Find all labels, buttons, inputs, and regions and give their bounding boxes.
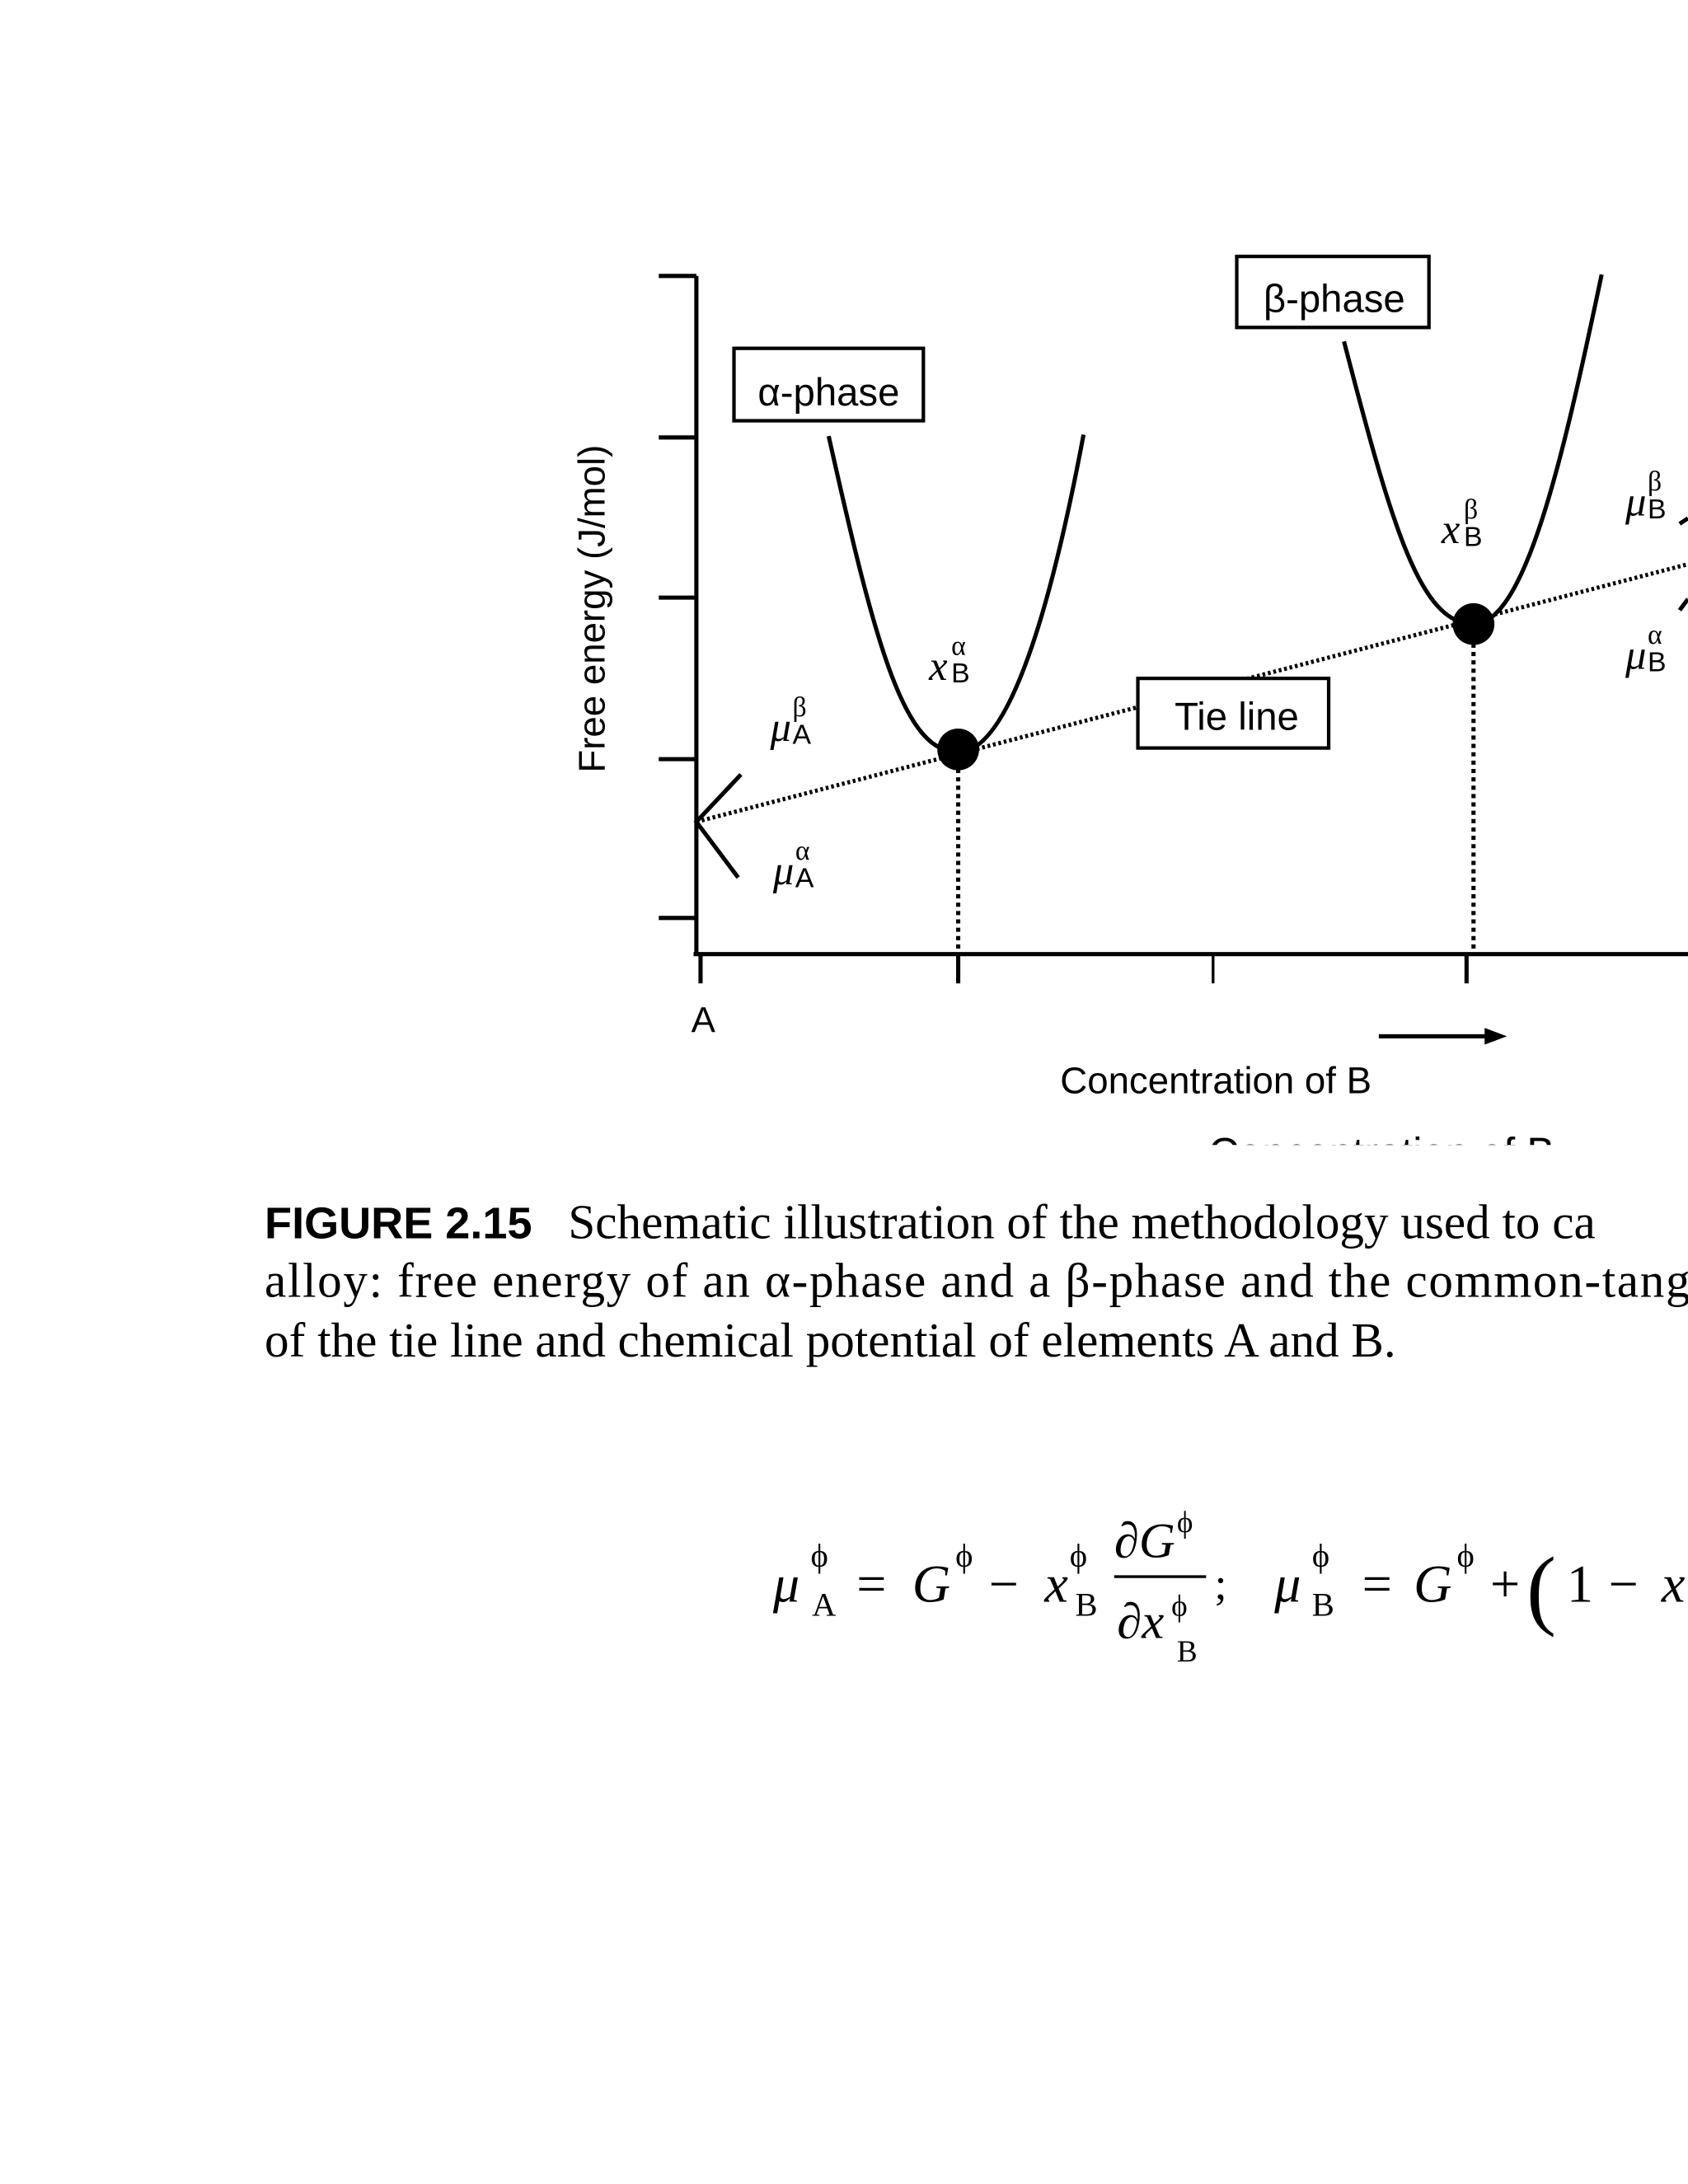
- equation-token: x: [1043, 1554, 1068, 1613]
- equation-token: (: [1526, 1540, 1556, 1638]
- equation-token: =: [1362, 1554, 1392, 1613]
- symbols: μ βAμ αAx αBx βBμ βBμ αB: [769, 466, 1666, 894]
- symbol-sup: α: [795, 836, 810, 866]
- equation-token: ϕ: [1070, 1537, 1087, 1574]
- potential-arrows: [693, 772, 743, 879]
- caption: FIGURE 2.15 Schematic illustration of th…: [265, 1194, 1688, 1367]
- symbol-sub: B: [1464, 522, 1483, 553]
- box-label: β-phase: [1264, 278, 1405, 321]
- symbol-sub: B: [1648, 494, 1667, 525]
- equation-token: +: [1490, 1554, 1520, 1613]
- equation-token: =: [856, 1554, 886, 1613]
- symbol-sup: β: [1648, 466, 1662, 497]
- equation-token: A: [812, 1586, 836, 1623]
- equation-token: −: [1609, 1554, 1639, 1613]
- figure: [659, 255, 1688, 1045]
- equation-token: ϕ: [1177, 1506, 1193, 1540]
- label-box: [1235, 255, 1431, 330]
- equation-token: ϕ: [1312, 1537, 1329, 1574]
- symbol-sub: B: [1648, 647, 1667, 678]
- symbol-sup: α: [1648, 620, 1662, 650]
- symbol-main: μ: [1625, 478, 1646, 524]
- equation-token: x: [1661, 1554, 1686, 1613]
- caption-line: Schematic illustration of the methodolog…: [568, 1194, 1595, 1249]
- symbol-main: μ: [1625, 631, 1646, 677]
- y-axis-label: Free energy (J/mol): [570, 445, 612, 773]
- equation-token: ϕ: [955, 1537, 973, 1574]
- potential-arrows: [1677, 598, 1688, 612]
- symbol-main: x: [1441, 506, 1461, 552]
- equation-token: B: [1177, 1635, 1198, 1669]
- symbol-sup: β: [792, 692, 806, 723]
- symbol-sub: A: [795, 863, 814, 894]
- equation-token: μ: [772, 1554, 799, 1613]
- caption-line: of the tie line and chemical potential o…: [265, 1313, 1396, 1367]
- equation-token: ∂x: [1117, 1594, 1164, 1649]
- symbol-main: μ: [769, 704, 790, 750]
- figure-label: FIGURE 2.15: [265, 1198, 532, 1248]
- symbol-sub: A: [792, 719, 811, 751]
- equation-token: ϕ: [1456, 1537, 1474, 1574]
- tie-line: [696, 562, 1688, 824]
- x-ticks: [698, 954, 1469, 984]
- x-axis-label: Concentration of B: [1060, 1060, 1372, 1102]
- x-origin-label: A: [692, 1000, 716, 1040]
- symbol-main: μ: [772, 847, 794, 893]
- equation-token: ;: [1214, 1559, 1226, 1609]
- x-axis-label-ghost: Concentration of B: [1208, 1129, 1554, 1176]
- potential-arrows: [1678, 516, 1688, 526]
- figure-text: α-phase β-phase Tie line A Concentration…: [570, 278, 1554, 1176]
- equation-token: B: [1076, 1586, 1098, 1623]
- y-ticks: [659, 274, 696, 921]
- symbol-main: x: [928, 643, 948, 689]
- box-label: α-phase: [757, 371, 899, 415]
- label-box: [1136, 677, 1331, 750]
- caption-line: alloy: free energy of an α-phase and a β…: [265, 1253, 1688, 1307]
- label-box: [732, 346, 926, 423]
- symbol-sup: α: [951, 630, 966, 661]
- equation-token: G: [1414, 1554, 1451, 1613]
- symbol-sup: β: [1464, 494, 1478, 525]
- equation-token: B: [1312, 1586, 1334, 1623]
- box-label: Tie line: [1175, 696, 1299, 739]
- tangent-point: [937, 728, 979, 771]
- tangent-point: [1452, 602, 1495, 645]
- equation-token: ϕ: [1171, 1589, 1188, 1623]
- arrow-head: [1484, 1028, 1507, 1045]
- equation-token: ϕ: [810, 1537, 828, 1574]
- equation-token: 1: [1567, 1554, 1593, 1613]
- equation-token: ∂G: [1114, 1513, 1175, 1568]
- equation-token: G: [912, 1554, 950, 1613]
- equation-token: −: [989, 1554, 1019, 1613]
- symbol-sub: B: [951, 658, 970, 689]
- equation-token: μ: [1273, 1554, 1301, 1613]
